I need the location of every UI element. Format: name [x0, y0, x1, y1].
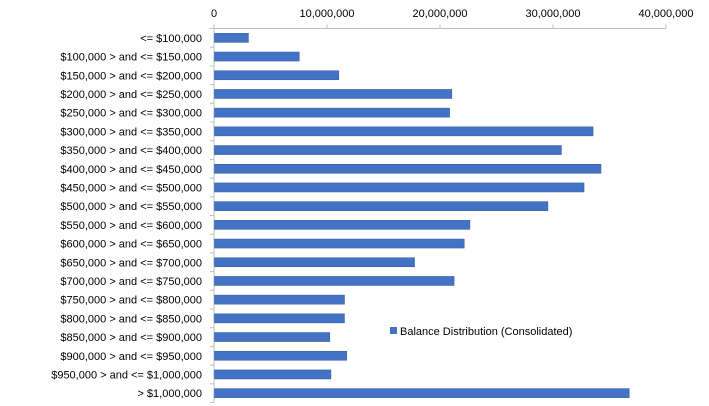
x-tick-label: 20,000,000	[412, 8, 467, 20]
bar	[214, 294, 345, 305]
bar	[214, 89, 453, 99]
y-category-label: $500,000 > and <= $550,000	[60, 201, 202, 213]
y-category-label: $450,000 > and <= $500,000	[60, 182, 202, 194]
y-category-label: $150,000 > and <= $200,000	[60, 70, 202, 82]
bar	[214, 107, 450, 118]
y-category-label: $800,000 > and <= $850,000	[60, 313, 202, 325]
bar	[214, 276, 455, 286]
y-category-label: $200,000 > and <= $250,000	[60, 89, 202, 101]
y-category-label: $750,000 > and <= $800,000	[60, 295, 202, 307]
legend-label: Balance Distribution (Consolidated)	[400, 326, 572, 338]
bar	[214, 163, 602, 174]
legend: Balance Distribution (Consolidated)	[390, 326, 572, 338]
bar	[214, 388, 630, 398]
bar	[214, 313, 345, 324]
bar	[214, 201, 549, 211]
x-axis: 0 10,000,000 20,000,000 30,000,000 40,000,00…	[211, 8, 694, 29]
x-tick-label: 0	[211, 8, 217, 20]
y-category-label: $650,000 > and <= $700,000	[60, 257, 202, 269]
bar	[214, 220, 471, 230]
y-category-label: $600,000 > and <= $650,000	[60, 239, 202, 251]
y-category-label: $250,000 > and <= $300,000	[60, 108, 202, 120]
y-axis: <= $100,000 $100,000 > and <= $150,000 $15…	[51, 28, 215, 403]
y-category-label: $850,000 > and <= $900,000	[60, 332, 202, 344]
y-category-label: <= $100,000	[140, 33, 202, 45]
bar	[214, 182, 585, 193]
bar	[214, 70, 340, 81]
y-category-label: $400,000 > and <= $450,000	[60, 164, 202, 176]
bar	[214, 126, 594, 137]
bar	[214, 369, 332, 380]
y-category-label: $700,000 > and <= $750,000	[60, 276, 202, 288]
bar	[214, 51, 300, 62]
bar	[214, 332, 331, 342]
bar-series	[214, 33, 630, 398]
bar	[214, 238, 465, 249]
x-tick-label: 30,000,000	[525, 8, 580, 20]
y-category-label: > $1,000,000	[137, 388, 202, 400]
legend-swatch	[390, 327, 397, 334]
y-category-label: $900,000 > and <= $950,000	[60, 351, 202, 363]
x-tick-label: 40,000,000	[638, 8, 693, 20]
x-tick-label: 10,000,000	[299, 8, 354, 20]
y-category-label: $100,000 > and <= $150,000	[60, 52, 202, 64]
y-category-label: $550,000 > and <= $600,000	[60, 220, 202, 232]
bar	[214, 33, 249, 43]
bar	[214, 350, 348, 361]
y-category-label: $300,000 > and <= $350,000	[60, 126, 202, 138]
bar	[214, 145, 562, 155]
y-category-label: $950,000 > and <= $1,000,000	[51, 369, 202, 381]
bar	[214, 257, 415, 268]
y-category-label: $350,000 > and <= $400,000	[60, 145, 202, 157]
